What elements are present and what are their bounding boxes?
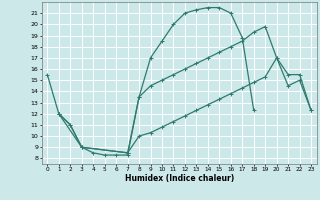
X-axis label: Humidex (Indice chaleur): Humidex (Indice chaleur)	[124, 174, 234, 183]
